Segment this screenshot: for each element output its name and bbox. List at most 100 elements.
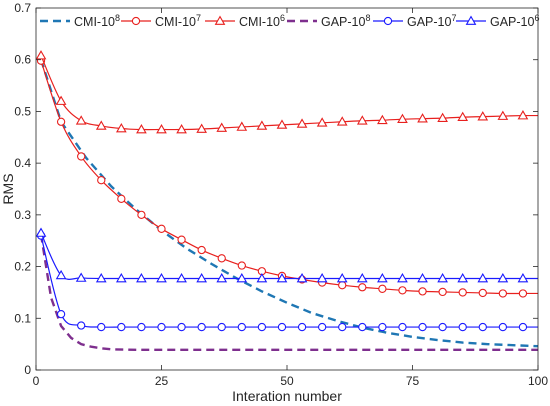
data-point [358,322,367,332]
series-4 [39,234,538,352]
data-point [35,227,47,237]
data-point [136,124,147,134]
data-point [417,113,428,123]
data-point [157,224,166,233]
data-point [75,115,87,125]
data-point [498,322,508,332]
x-tick-label: 25 [155,374,169,388]
axes-layer: 0 25 50 75 100 0 0.1 0.2 0.3 0.4 0.5 0.6 0.7 [14,1,548,388]
data-point [497,110,509,120]
data-point [196,123,208,133]
data-point [277,322,287,332]
data-point [377,114,388,125]
legend-marker [214,15,226,25]
data-point [196,272,208,283]
data-point [398,322,407,332]
data-point [316,272,328,283]
data-point [156,124,167,134]
data-point [176,124,187,134]
data-point [256,272,268,283]
data-point [217,322,226,332]
data-point [177,322,186,332]
data-point [316,117,328,127]
data-point [358,283,367,292]
data-point [157,322,166,332]
plot-area [36,8,538,370]
data-point [458,322,467,332]
data-point [197,322,206,332]
data-point [56,117,66,126]
data-point [477,272,489,283]
data-point [95,272,107,283]
series-line [39,59,539,348]
data-point [115,122,127,133]
legend-entry-5: GAP-107 [373,13,456,29]
x-tick-label: 0 [33,374,40,388]
series-1 [39,59,539,348]
data-point [95,120,107,130]
data-point [338,281,347,290]
data-point [397,272,408,283]
series-3 [35,50,538,134]
data-point [75,272,87,282]
series-layer [35,50,539,352]
data-point [237,322,246,332]
data-point [378,284,387,293]
legend-label: CMI-108 [74,13,120,29]
y-tick-label: 0.1 [14,311,31,325]
data-point [276,119,288,129]
x-tick-label: 75 [406,374,420,388]
data-point [216,122,228,132]
data-point [438,287,447,297]
legend-label: GAP-106 [490,13,539,29]
data-point [156,272,167,283]
data-point [438,322,447,332]
data-point [356,272,368,283]
data-point [117,322,126,332]
data-point [497,272,509,283]
data-point [457,111,469,121]
legend-entry-4: GAP-108 [287,13,370,29]
data-point [338,322,347,332]
legend-label: GAP-108 [321,13,370,29]
legend-label: GAP-107 [407,13,456,29]
data-point [296,118,308,128]
y-tick-label: 0.7 [14,1,31,15]
data-point [398,286,407,295]
data-point [378,322,387,332]
legend-entry-2: CMI-107 [121,13,201,29]
data-point [478,322,487,332]
data-point [236,121,248,131]
data-point [55,95,67,105]
data-point [437,112,448,123]
data-point [137,322,146,332]
x-tick-label: 100 [528,374,548,388]
data-point [317,322,327,332]
data-point [478,288,487,298]
y-tick-label: 0 [24,363,31,377]
data-point [296,272,308,283]
data-point [418,287,427,296]
legend-marker [131,16,141,26]
data-point [518,289,528,298]
data-point [457,272,469,283]
data-point [397,113,408,124]
data-point [417,272,428,283]
data-point [257,322,267,332]
data-point [297,322,307,332]
data-point [477,111,489,121]
data-point [197,245,206,255]
x-axis-label: Interation number [232,388,342,404]
data-point [77,321,86,330]
data-point [97,322,106,332]
data-point [176,272,187,283]
legend: CMI-108 CMI-107 CMI-106 GAP-108 GAP-107 GAP-1… [40,13,539,29]
data-point [97,176,106,185]
data-point [136,272,147,283]
y-tick-label: 0.4 [14,156,31,170]
legend-entry-1: CMI-108 [40,13,120,29]
series-5 [36,231,538,332]
data-point [137,210,146,220]
legend-marker [465,15,477,25]
data-point [377,272,388,283]
